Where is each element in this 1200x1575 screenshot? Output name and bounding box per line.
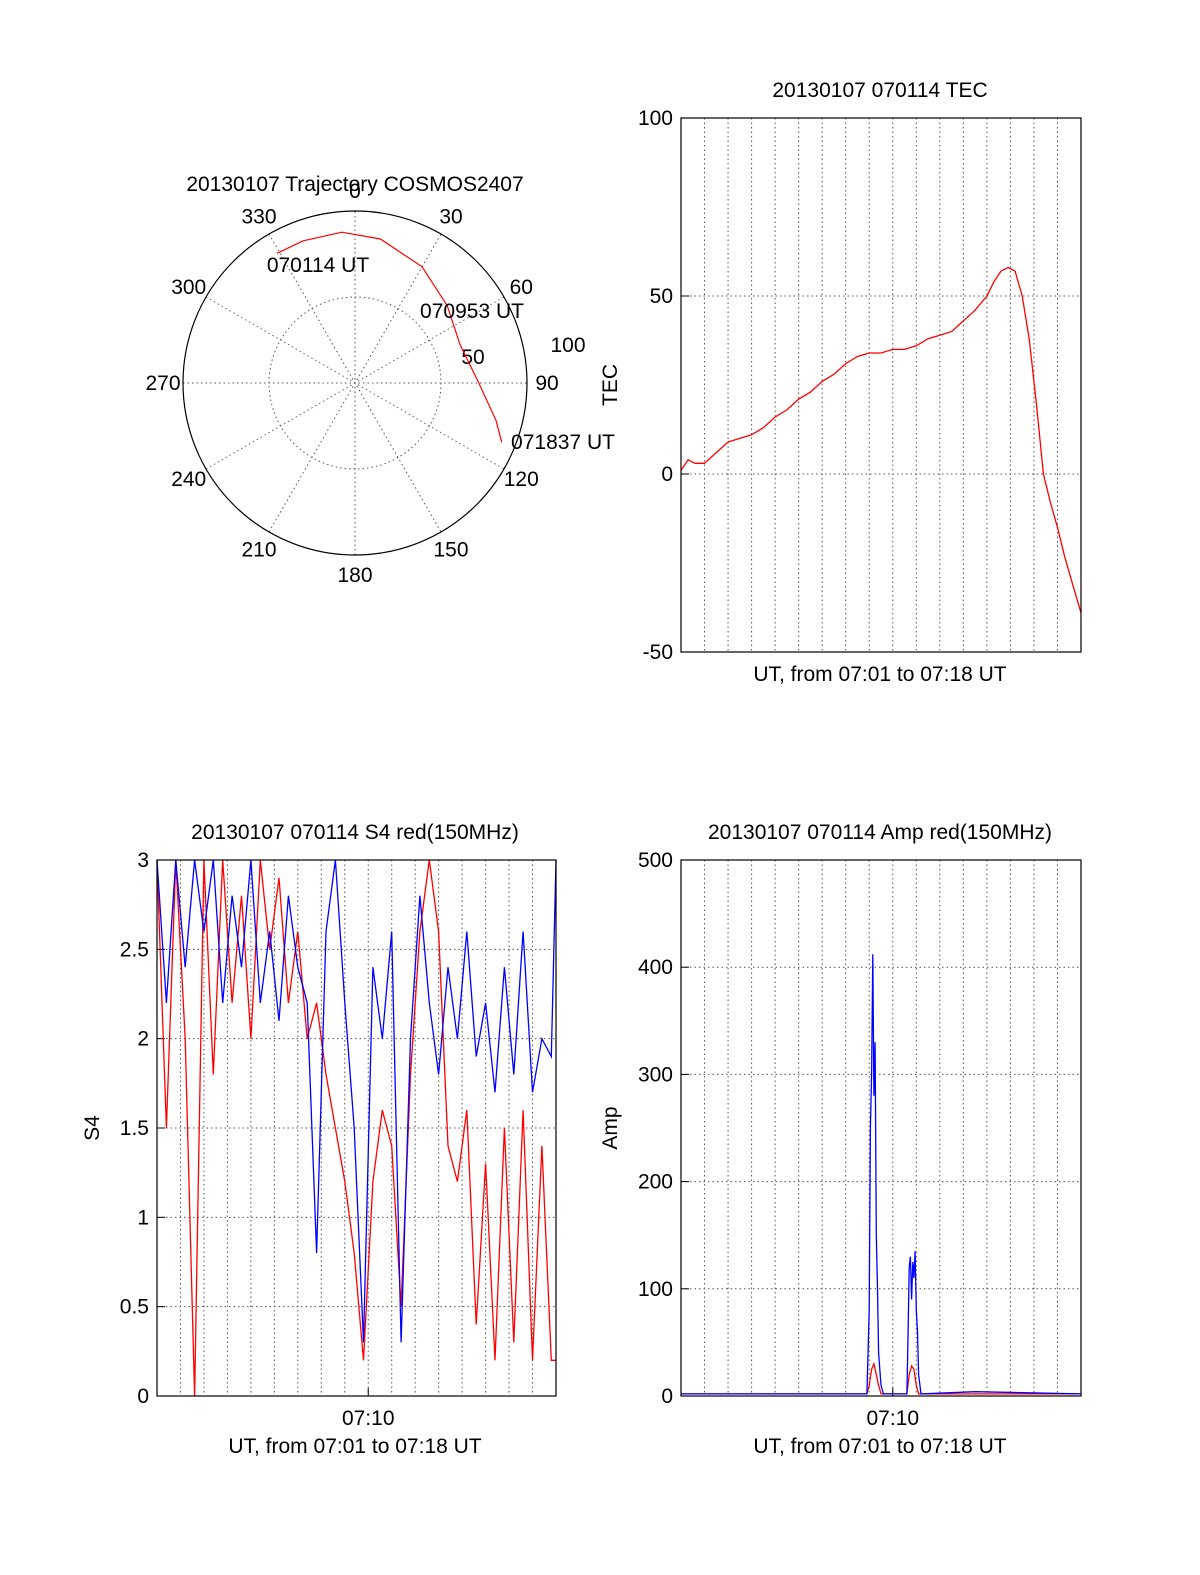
polar-angle-labels: 0 30 60 90 120 150 180 210 240 270 300 330: [145, 180, 558, 587]
y-tick-label: 2.5: [120, 938, 149, 961]
plot-frame: [156, 859, 557, 1397]
series-line-2: [156, 859, 557, 1343]
y-tick-label: 200: [638, 1171, 673, 1194]
series-line-1: [156, 859, 556, 1397]
polar-angle-label: 270: [145, 372, 180, 395]
polar-track-end-label: 071837 UT: [511, 431, 615, 454]
polar-angle-label: 150: [433, 538, 468, 561]
y-tick-label: 300: [638, 1063, 673, 1086]
amp-panel: 20130107 070114 Amp red(150MHz) UT, from…: [599, 821, 1082, 1458]
tec-panel: 20130107 070114 TEC UT, from 07:01 to 07…: [599, 79, 1082, 686]
y-tick-label: 500: [638, 849, 673, 872]
polar-angle-label: 300: [171, 276, 206, 299]
polar-track-mid-label: 070953 UT: [420, 300, 524, 323]
y-tick-label: 0: [661, 1385, 673, 1408]
polar-angle-label: 30: [439, 206, 462, 229]
y-tick-label: 50: [650, 285, 673, 308]
polar-angle-label: 240: [171, 468, 206, 491]
plot-frame: [680, 117, 1082, 653]
polar-spoke-150: [268, 233, 442, 533]
x-tick-label: 07:10: [866, 1407, 919, 1430]
y-tick-label: 0: [661, 463, 673, 486]
y-tick-label: 0: [137, 1385, 149, 1408]
polar-angle-label: 90: [535, 372, 558, 395]
y-tick-label: 0.5: [120, 1296, 149, 1319]
amp-xlabel: UT, from 07:01 to 07:18 UT: [753, 1435, 1006, 1458]
plot-frame: [680, 859, 1082, 1397]
polar-angle-label: 120: [504, 468, 539, 491]
amp-title: 20130107 070114 Amp red(150MHz): [708, 821, 1052, 844]
polar-title: 20130107 Trajectory COSMOS2407: [186, 173, 523, 196]
polar-radial-label-100: 100: [550, 334, 585, 357]
polar-grid: [183, 211, 527, 555]
y-tick-label: 2: [137, 1028, 149, 1051]
y-tick-label: 100: [638, 1278, 673, 1301]
tec-ylabel: TEC: [599, 364, 622, 406]
y-tick-label: 400: [638, 956, 673, 979]
series-line-1: [681, 1361, 1081, 1395]
polar-outer-circle: [182, 210, 528, 556]
y-tick-label: 100: [638, 107, 673, 130]
x-tick-label: 07:10: [342, 1407, 395, 1430]
y-tick-label: 1: [137, 1206, 149, 1229]
s4-title: 20130107 070114 S4 red(150MHz): [191, 821, 519, 844]
y-tick-label: -50: [643, 641, 673, 664]
polar-radial-label-50: 50: [461, 346, 484, 369]
polar-angle-label: 180: [337, 564, 372, 587]
tec-title: 20130107 070114 TEC: [772, 79, 987, 102]
s4-panel: 20130107 070114 S4 red(150MHz) UT, from …: [81, 821, 557, 1458]
polar-track-line: [276, 231, 503, 443]
polar-angle-label: 210: [241, 538, 276, 561]
s4-ylabel: S4: [81, 1115, 104, 1141]
polar-track-start-label: 070114 UT: [267, 254, 370, 277]
series-line-1: [680, 266, 1082, 613]
polar-angle-label: 330: [241, 206, 276, 229]
y-tick-label: 3: [137, 849, 149, 872]
polar-angle-label: 0: [349, 180, 361, 203]
tec-xlabel: UT, from 07:01 to 07:18 UT: [753, 663, 1006, 686]
y-tick-label: 1.5: [120, 1117, 149, 1140]
s4-xlabel: UT, from 07:01 to 07:18 UT: [228, 1435, 481, 1458]
polar-panel: 20130107 Trajectory COSMOS2407 0 30 60 90 12…: [145, 173, 615, 587]
amp-ylabel: Amp: [599, 1106, 622, 1149]
polar-angle-label: 60: [510, 276, 533, 299]
series-line-2: [681, 954, 1082, 1395]
